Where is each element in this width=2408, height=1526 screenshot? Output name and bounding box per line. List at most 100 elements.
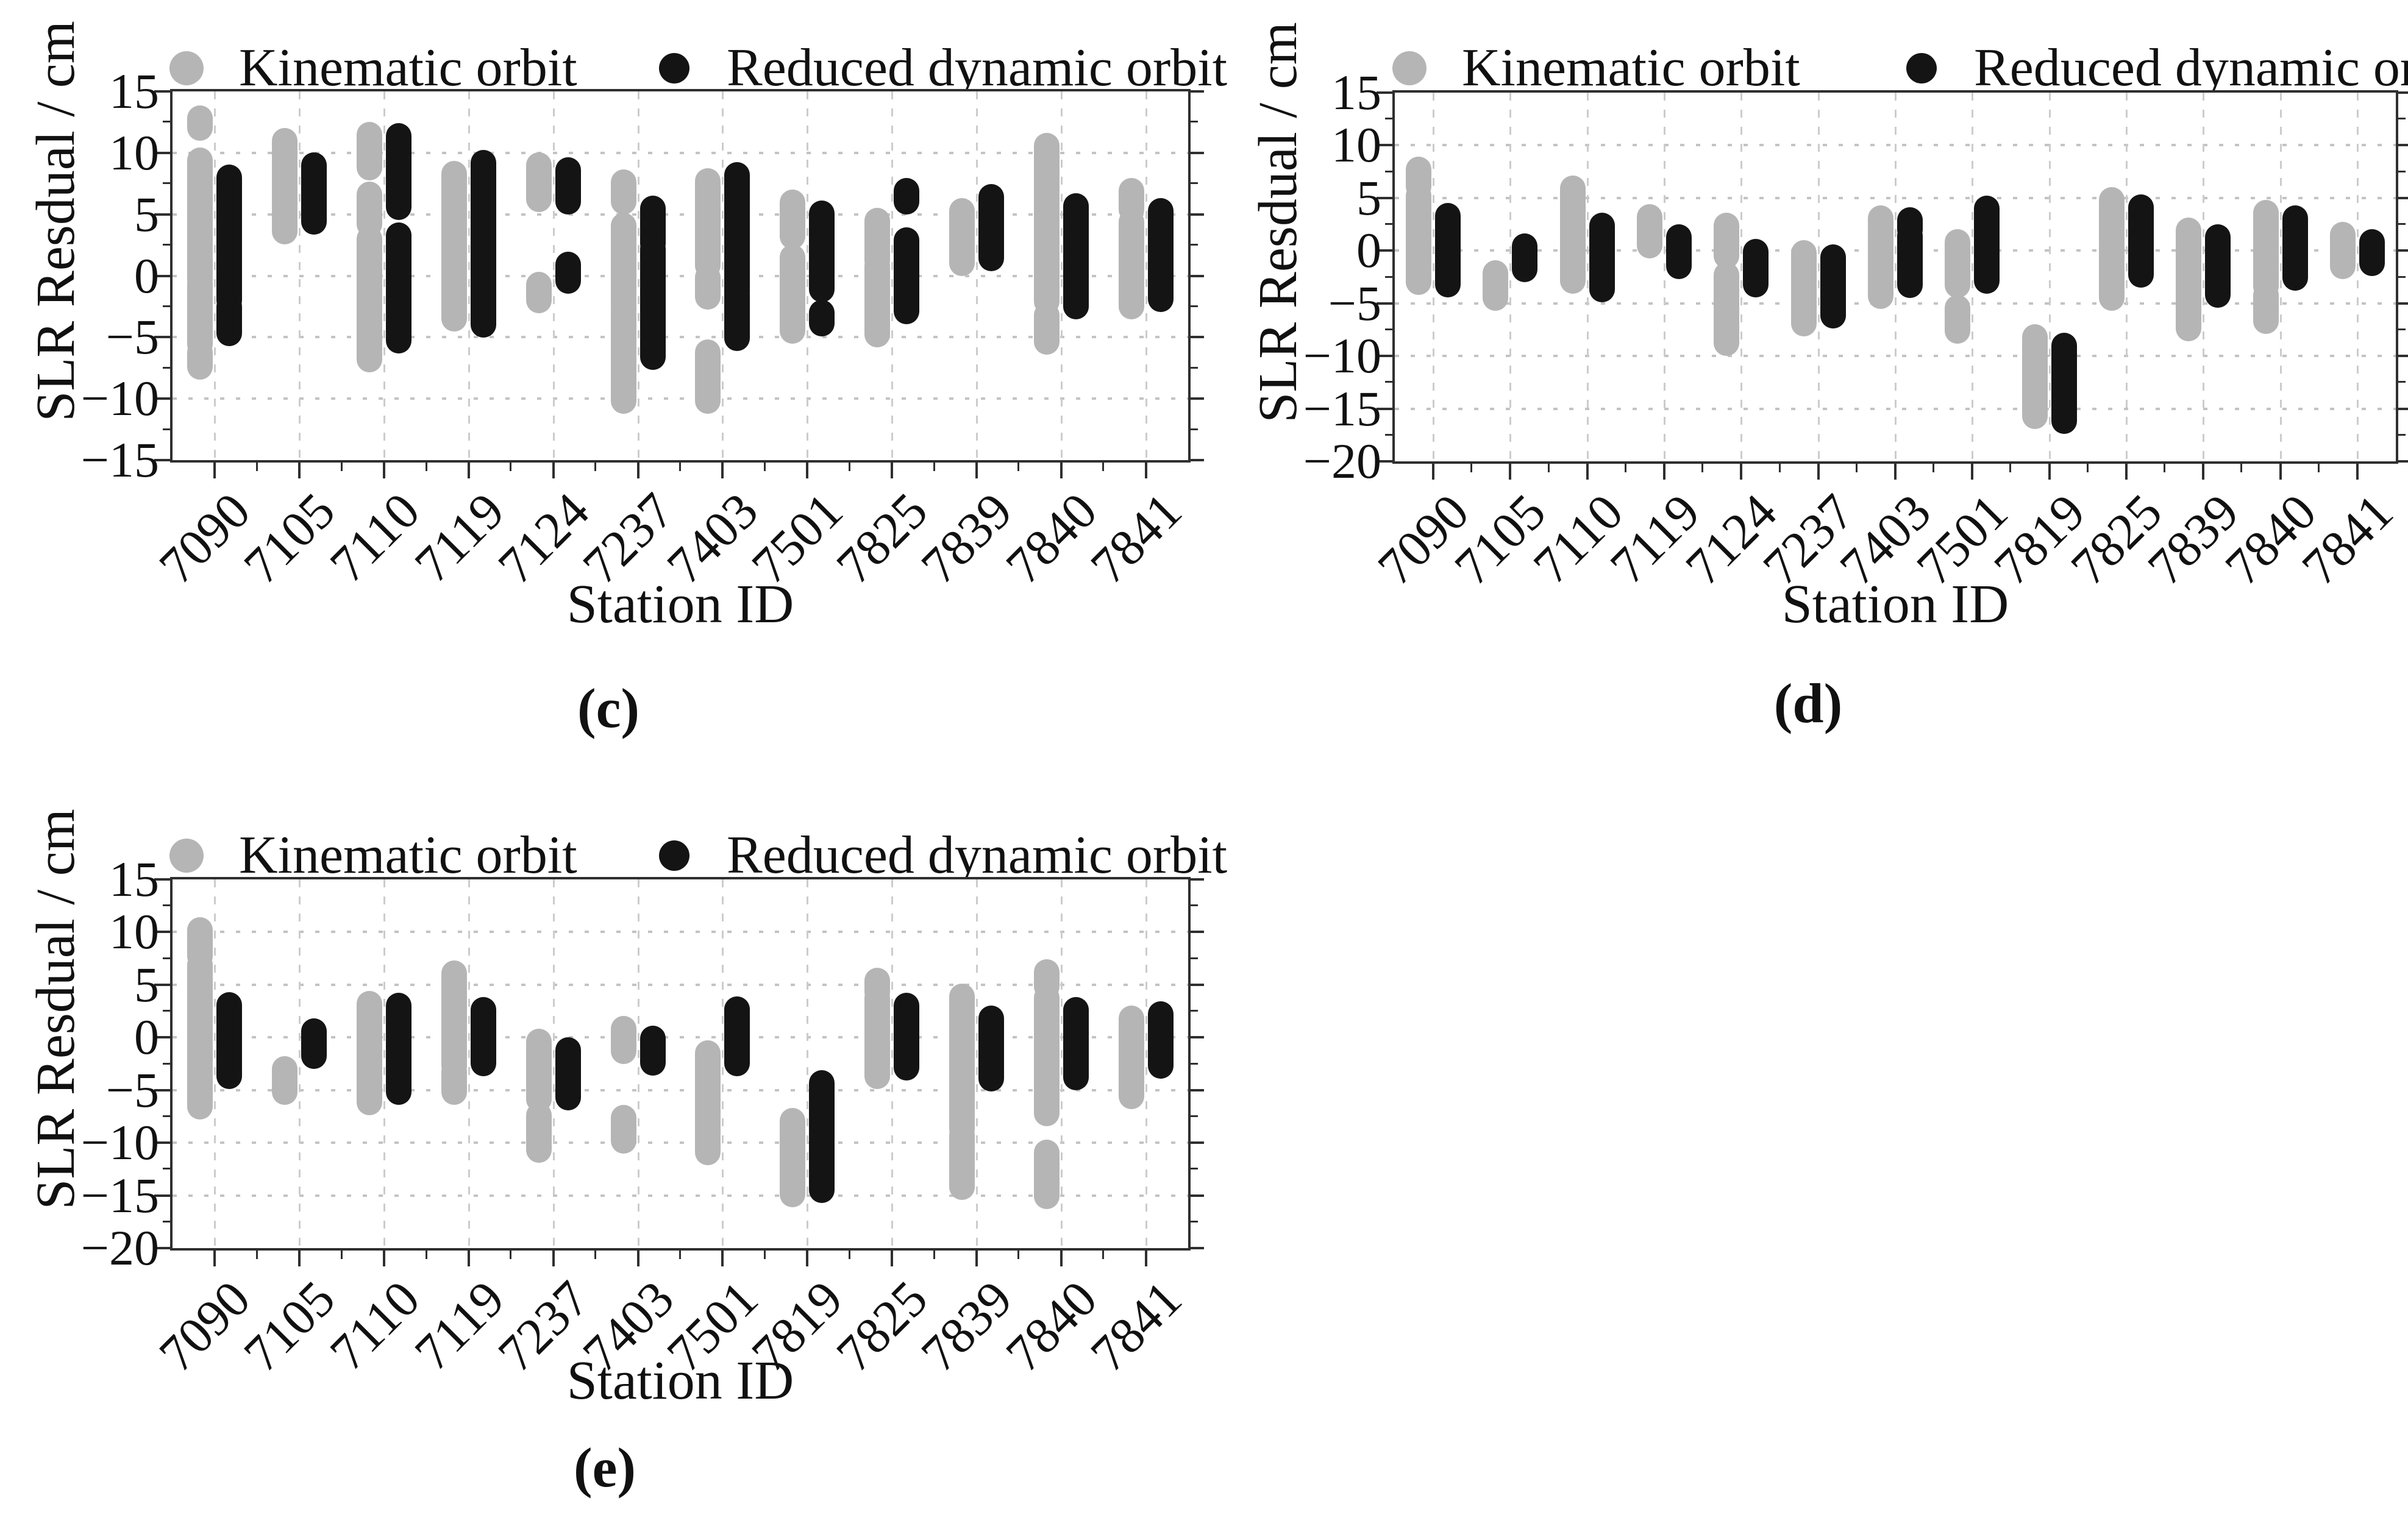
gridline-vertical bbox=[1060, 91, 1063, 460]
y-axis-major-tick bbox=[154, 274, 170, 277]
x-tick-label: 7090 bbox=[149, 1270, 262, 1383]
kinematic-marker-strip bbox=[610, 1016, 636, 1064]
y-axis-minor-tick bbox=[163, 244, 171, 246]
y-axis-major-tick-right bbox=[1191, 1247, 1204, 1249]
panel-caption: (e) bbox=[573, 1436, 636, 1499]
y-tick-label: 10 bbox=[109, 124, 159, 180]
kinematic-marker-strip bbox=[780, 244, 806, 344]
reduced-dynamic-marker-strip bbox=[2359, 229, 2385, 277]
y-axis-minor-tick-right bbox=[2398, 381, 2406, 383]
x-axis-minor-tick bbox=[1778, 464, 1781, 472]
gridline-vertical bbox=[891, 91, 894, 460]
x-tick-label: 7119 bbox=[404, 1270, 516, 1382]
kinematic-marker-strip bbox=[525, 1102, 552, 1163]
kinematic-marker-strip bbox=[864, 984, 891, 1090]
x-axis-minor-tick bbox=[1701, 464, 1704, 472]
y-axis-major-tick-right bbox=[1191, 213, 1204, 216]
gridline-horizontal bbox=[173, 336, 1188, 339]
x-axis-minor-tick bbox=[594, 463, 597, 471]
y-axis-minor-tick-right bbox=[1191, 244, 1198, 246]
y-tick-label: 15 bbox=[1331, 65, 1381, 120]
y-axis-minor-tick-right bbox=[2398, 275, 2406, 278]
reduced-dynamic-marker-strip bbox=[386, 993, 412, 1105]
y-axis-major-tick bbox=[154, 1247, 170, 1249]
reduced-dynamic-marker-strip bbox=[2051, 332, 2077, 435]
x-axis-major-tick bbox=[1586, 464, 1589, 480]
reduced-dynamic-marker-strip bbox=[2205, 224, 2231, 308]
y-axis-major-tick bbox=[154, 90, 170, 93]
y-axis-minor-tick-right bbox=[1191, 305, 1198, 307]
gridline-vertical bbox=[552, 879, 555, 1248]
gridline-vertical bbox=[299, 879, 301, 1248]
y-axis-minor-tick-right bbox=[2398, 170, 2406, 172]
y-tick-label: −15 bbox=[80, 1167, 159, 1223]
kinematic-marker-strip bbox=[780, 1107, 806, 1207]
x-axis-minor-tick bbox=[1624, 464, 1626, 472]
y-axis-major-tick bbox=[154, 931, 170, 934]
x-axis-minor-tick bbox=[2317, 464, 2320, 472]
reduced-dynamic-marker-strip bbox=[1743, 239, 1769, 297]
y-axis-minor-tick-right bbox=[1191, 1010, 1198, 1012]
reduced-dynamic-marker-strip bbox=[2282, 205, 2308, 291]
gridline-horizontal bbox=[173, 1141, 1188, 1144]
x-axis-major-tick bbox=[552, 463, 555, 478]
x-axis-major-tick bbox=[721, 463, 724, 478]
x-axis-minor-tick bbox=[1855, 464, 1858, 472]
x-axis-minor-tick bbox=[763, 1251, 766, 1259]
y-axis-major-tick bbox=[154, 213, 170, 216]
y-axis-major-tick-right bbox=[1191, 151, 1204, 154]
x-axis-major-tick bbox=[1663, 464, 1666, 480]
reduced-dynamic-marker-strip bbox=[386, 222, 412, 354]
kinematic-marker-strip bbox=[780, 189, 806, 249]
gridline-horizontal bbox=[173, 1088, 1188, 1091]
x-tick-label: 7840 bbox=[995, 1270, 1108, 1383]
x-axis-major-tick bbox=[806, 463, 809, 478]
x-axis-major-tick bbox=[298, 1251, 301, 1266]
x-axis-minor-tick bbox=[340, 463, 343, 471]
legend-label-reduced: Reduced dynamic orbit bbox=[727, 826, 1228, 885]
y-axis-minor-tick bbox=[163, 904, 171, 907]
y-axis-major-tick-right bbox=[1191, 1194, 1204, 1197]
x-axis-minor-tick bbox=[340, 1251, 343, 1259]
y-tick-label: −5 bbox=[105, 309, 159, 365]
x-axis-major-tick bbox=[636, 463, 639, 478]
panel-caption: (d) bbox=[1773, 672, 1843, 734]
reduced-dynamic-marker-strip bbox=[216, 165, 243, 313]
reduced-dynamic-marker-strip bbox=[978, 184, 1004, 272]
gridline-vertical bbox=[975, 879, 978, 1248]
x-axis-major-tick bbox=[383, 463, 386, 478]
x-tick-label: 7839 bbox=[910, 1270, 1024, 1383]
y-tick-label: −10 bbox=[80, 1115, 159, 1171]
x-axis-major-tick bbox=[1432, 464, 1435, 480]
y-axis-minor-tick bbox=[163, 182, 171, 185]
y-tick-label: 0 bbox=[134, 247, 159, 303]
kinematic-marker-strip bbox=[2329, 222, 2356, 280]
kinematic-marker-strip bbox=[695, 1040, 721, 1165]
reduced-dynamic-marker-strip bbox=[555, 1037, 581, 1110]
y-axis-major-tick bbox=[154, 983, 170, 986]
x-tick-label: 7825 bbox=[825, 1270, 939, 1383]
reduced-dynamic-marker-strip bbox=[301, 1018, 327, 1070]
x-axis-major-tick bbox=[2279, 464, 2282, 480]
x-tick-label: 7110 bbox=[319, 1270, 431, 1382]
y-axis-minor-tick-right bbox=[2398, 118, 2406, 120]
kinematic-marker-strip bbox=[1637, 204, 1663, 258]
y-axis-major-tick bbox=[1377, 460, 1392, 463]
reduced-dynamic-marker-strip bbox=[1666, 224, 1692, 280]
gridline-horizontal bbox=[173, 151, 1188, 154]
y-axis-minor-tick-right bbox=[1191, 428, 1198, 430]
kinematic-marker-strip bbox=[949, 1123, 975, 1200]
y-axis-major-tick-right bbox=[2398, 302, 2408, 305]
y-axis-minor-tick-right bbox=[2398, 328, 2406, 330]
kinematic-marker-strip bbox=[2022, 324, 2048, 429]
gridline-vertical bbox=[1972, 93, 1974, 461]
gridline-vertical bbox=[891, 879, 894, 1248]
reduced-dynamic-marker-strip bbox=[1063, 193, 1089, 319]
x-axis-major-tick bbox=[467, 463, 470, 478]
reduced-dynamic-marker-strip bbox=[978, 1006, 1004, 1091]
y-tick-label: 0 bbox=[134, 1009, 159, 1065]
kinematic-marker-strip bbox=[610, 301, 636, 414]
gridline-vertical bbox=[468, 91, 470, 460]
